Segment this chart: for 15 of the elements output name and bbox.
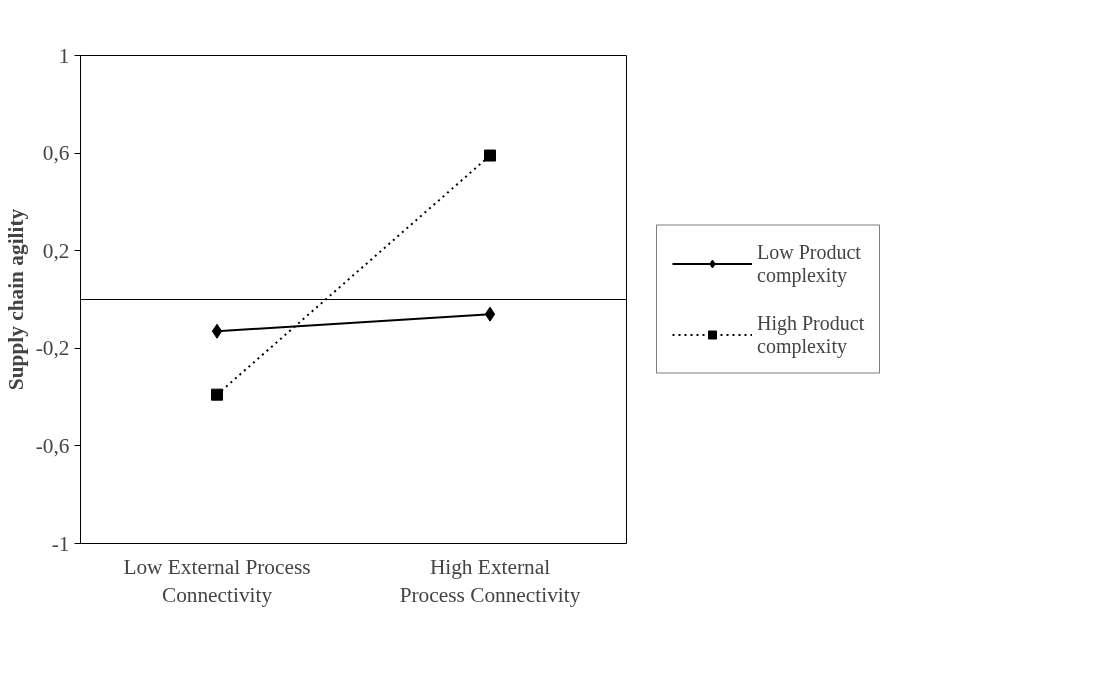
x-tick-label: Low External Process Connectivity [123, 554, 311, 608]
y-tick-label: 0,6 [42, 141, 70, 166]
point [484, 306, 496, 322]
x-tick-label: High External Process Connectivity [399, 554, 581, 608]
y-tick-label: 0,2 [42, 238, 70, 263]
y-tick-label: -1 [51, 531, 70, 556]
y-tick-label: -0,2 [35, 336, 70, 361]
point [211, 323, 223, 339]
legend-label: High Product complexity [757, 311, 865, 358]
legend-label: Low Product complexity [757, 240, 861, 287]
y-tick-label: -0,6 [35, 433, 70, 458]
point [484, 149, 496, 162]
y-tick-label: 1 [58, 43, 70, 68]
point [211, 388, 223, 401]
y-axis-title: Supply chain agility [3, 208, 28, 391]
